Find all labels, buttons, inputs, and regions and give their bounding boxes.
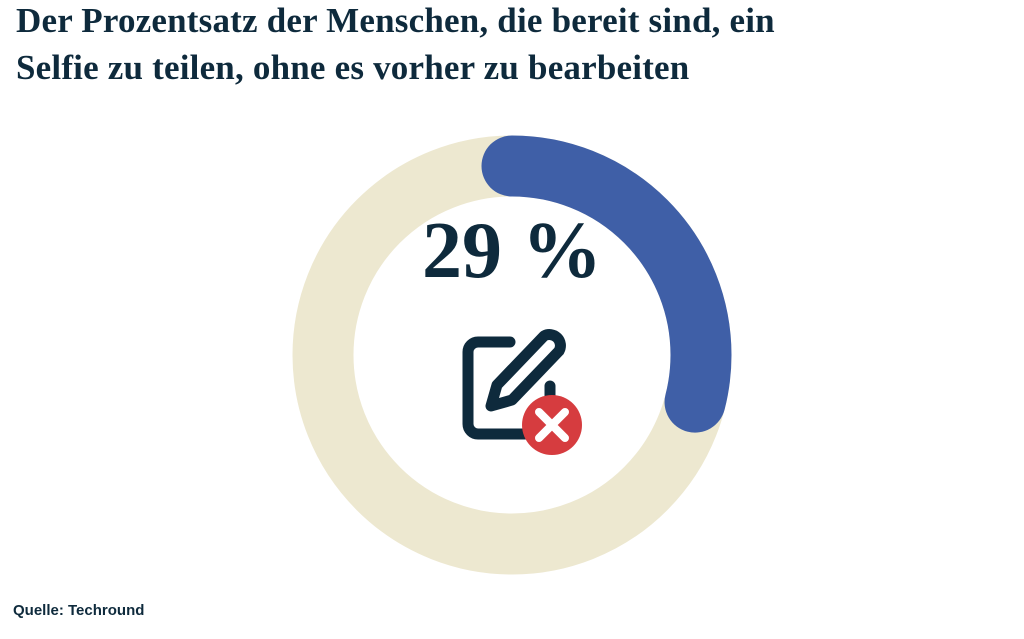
percent-label: 29 % <box>422 207 602 295</box>
pencil-icon <box>485 329 566 412</box>
x-badge-icon <box>522 395 582 455</box>
source-note: Quelle: Techround <box>13 602 145 619</box>
x-cross-icon <box>535 408 569 442</box>
donut-value-arc <box>292 135 732 575</box>
page-title-line-2: Selfie zu teilen, ohne es vorher zu bear… <box>16 48 690 87</box>
page-title: Der Prozentsatz der Menschen, die bereit… <box>16 0 956 91</box>
edit-icon <box>462 329 582 455</box>
donut-rings <box>292 135 732 575</box>
page-title-line-1: Der Prozentsatz der Menschen, die bereit… <box>16 1 775 40</box>
donut-chart: 29 % <box>290 133 734 577</box>
